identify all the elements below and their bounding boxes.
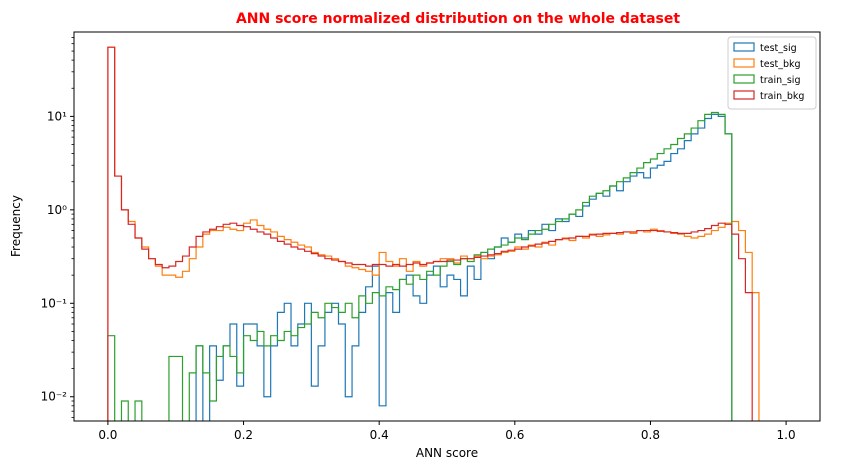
legend-swatch-test-bkg [733,58,755,68]
x-tick-label: 0.8 [641,428,660,442]
legend-swatch-train-sig [733,74,755,84]
x-axis: 0.0 0.2 0.4 0.6 0.8 1.0 [98,421,796,442]
y-axis: 10⁻² 10⁻¹ 10⁰ 10¹ [41,37,74,418]
legend: test_sig test_bkg train_sig train_bkg [727,36,817,110]
legend-label-train-sig: train_sig [760,75,800,86]
x-tick-label: 0.6 [505,428,524,442]
chart-title: ANN score normalized distribution on the… [236,11,680,27]
legend-swatch-test-sig [733,42,755,52]
legend-label-test-bkg: test_bkg [760,59,801,70]
y-tick-label: 10⁻² [41,390,68,404]
y-tick-label: 10⁰ [47,203,67,217]
series-test-sig [195,113,733,421]
plot-area [73,31,821,422]
y-tick-label: 10⁻¹ [41,296,68,310]
series-train-sig [107,111,733,421]
legend-label-test-sig: test_sig [760,43,797,54]
x-tick-label: 0.2 [234,428,253,442]
plot-frame [73,31,821,422]
x-tick-label: 1.0 [777,428,796,442]
series-train-bkg [107,46,753,421]
x-tick-label: 0.0 [98,428,117,442]
x-axis-label: ANN score [416,446,478,460]
y-tick-label: 10¹ [47,109,67,123]
x-tick-label: 0.4 [370,428,389,442]
legend-swatch-train-bkg [733,90,755,100]
series-layer [107,46,760,421]
y-axis-label: Frequency [9,195,23,257]
legend-label-train-bkg: train_bkg [760,91,804,102]
